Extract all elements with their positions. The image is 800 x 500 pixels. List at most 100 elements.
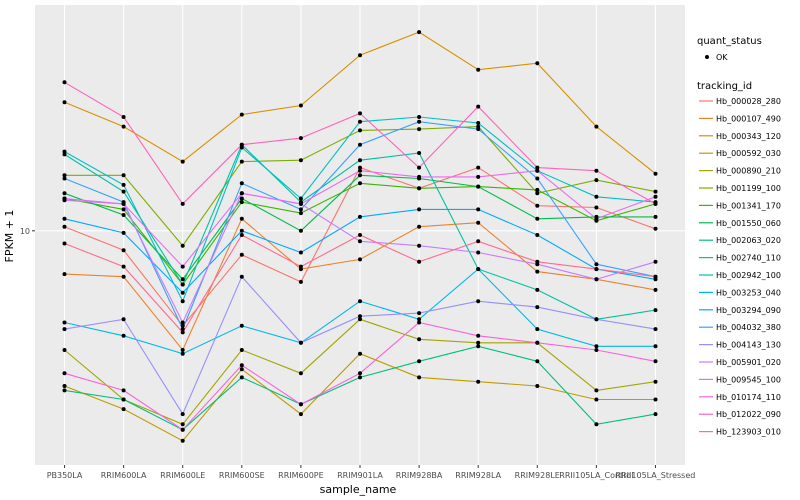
data-point-Hb_002942_100 bbox=[121, 182, 126, 187]
data-point-Hb_003253_040 bbox=[417, 317, 422, 322]
data-point-Hb_001550_060 bbox=[358, 173, 362, 178]
data-point-Hb_123903_010 bbox=[653, 274, 658, 279]
data-point-Hb_000592_030 bbox=[358, 351, 362, 356]
point-legend-title: quant_status bbox=[697, 36, 762, 47]
x-tick-label: PB350LA bbox=[47, 471, 83, 480]
data-point-Hb_000343_120 bbox=[239, 112, 244, 117]
data-point-Hb_003253_040 bbox=[62, 320, 67, 325]
data-point-Hb_010174_110 bbox=[594, 348, 599, 352]
data-point-Hb_003294_090 bbox=[180, 290, 185, 295]
data-point-Hb_002942_100 bbox=[417, 115, 422, 119]
data-point-Hb_012022_090 bbox=[121, 115, 126, 119]
legend-label-Hb_000592_030: Hb_000592_030 bbox=[716, 149, 781, 158]
x-axis-title: sample_name bbox=[320, 483, 397, 496]
data-point-Hb_004143_130 bbox=[476, 299, 481, 304]
data-point-Hb_000592_030 bbox=[535, 384, 540, 388]
data-point-Hb_001199_100 bbox=[121, 173, 126, 178]
data-point-Hb_002740_110 bbox=[121, 189, 126, 194]
data-point-Hb_010174_110 bbox=[298, 402, 303, 407]
data-point-Hb_005901_020 bbox=[358, 239, 362, 244]
data-point-Hb_001199_100 bbox=[358, 128, 362, 133]
data-point-Hb_003253_040 bbox=[476, 267, 481, 272]
data-point-Hb_001199_100 bbox=[535, 191, 540, 196]
legend-label-Hb_012022_090: Hb_012022_090 bbox=[716, 410, 781, 419]
data-point-Hb_009545_100 bbox=[62, 196, 67, 201]
x-tick-label: RRIM928LA bbox=[455, 471, 501, 480]
data-point-Hb_000107_490 bbox=[417, 224, 422, 229]
data-point-Hb_001341_170 bbox=[298, 211, 303, 216]
data-point-Hb_003253_040 bbox=[653, 344, 658, 349]
legend-label-Hb_000028_280: Hb_000028_280 bbox=[716, 97, 781, 106]
data-point-Hb_004143_130 bbox=[298, 340, 303, 345]
legend-label-Hb_000343_120: Hb_000343_120 bbox=[716, 132, 781, 141]
legend-label-Hb_004143_130: Hb_004143_130 bbox=[716, 341, 781, 350]
data-point-Hb_000592_030 bbox=[653, 397, 658, 402]
data-point-Hb_002063_020 bbox=[476, 344, 481, 349]
data-point-Hb_000592_030 bbox=[239, 367, 244, 372]
data-point-Hb_005901_020 bbox=[476, 250, 481, 255]
data-point-Hb_005901_020 bbox=[180, 320, 185, 325]
data-point-Hb_000107_490 bbox=[476, 220, 481, 225]
data-point-Hb_004143_130 bbox=[535, 305, 540, 310]
data-point-Hb_002942_100 bbox=[239, 145, 244, 150]
data-point-Hb_000890_210 bbox=[180, 422, 185, 427]
data-point-Hb_001550_060 bbox=[535, 216, 540, 221]
data-point-Hb_000107_490 bbox=[239, 216, 244, 221]
data-point-Hb_000107_490 bbox=[62, 272, 67, 277]
data-point-Hb_002063_020 bbox=[358, 375, 362, 380]
data-point-Hb_000028_280 bbox=[476, 165, 481, 170]
data-point-Hb_123903_010 bbox=[62, 241, 67, 246]
data-point-Hb_012022_090 bbox=[417, 165, 422, 170]
data-point-Hb_123903_010 bbox=[417, 259, 422, 264]
data-point-Hb_003253_040 bbox=[594, 344, 599, 349]
data-point-Hb_002740_110 bbox=[653, 308, 658, 313]
data-point-Hb_005901_020 bbox=[594, 277, 599, 282]
data-point-Hb_000107_490 bbox=[180, 348, 185, 352]
data-point-Hb_009545_100 bbox=[417, 174, 422, 179]
data-point-Hb_000592_030 bbox=[476, 379, 481, 384]
data-point-Hb_001341_170 bbox=[358, 181, 362, 186]
legend-label-Hb_003294_090: Hb_003294_090 bbox=[716, 306, 781, 315]
data-point-Hb_009545_100 bbox=[476, 174, 481, 179]
data-point-Hb_004143_130 bbox=[180, 412, 185, 417]
data-point-Hb_000028_280 bbox=[653, 226, 658, 231]
data-point-Hb_123903_010 bbox=[121, 264, 126, 269]
data-point-Hb_003294_090 bbox=[358, 214, 362, 219]
data-point-Hb_002740_110 bbox=[417, 151, 422, 155]
data-point-Hb_002740_110 bbox=[358, 158, 362, 163]
data-point-Hb_010174_110 bbox=[358, 371, 362, 376]
y-axis: 10 bbox=[20, 227, 35, 236]
legend-label-Hb_005901_020: Hb_005901_020 bbox=[716, 358, 781, 367]
point-legend-key bbox=[705, 55, 709, 59]
data-point-Hb_004032_380 bbox=[535, 176, 540, 181]
data-point-Hb_003253_040 bbox=[180, 351, 185, 356]
data-point-Hb_004032_380 bbox=[594, 262, 599, 267]
legend-label-Hb_010174_110: Hb_010174_110 bbox=[716, 393, 781, 402]
data-point-Hb_004143_130 bbox=[417, 311, 422, 316]
data-point-Hb_001199_100 bbox=[653, 189, 658, 194]
data-point-Hb_012022_090 bbox=[180, 201, 185, 206]
data-point-Hb_012022_090 bbox=[298, 136, 303, 141]
data-point-Hb_003294_090 bbox=[417, 207, 422, 212]
data-point-Hb_010174_110 bbox=[180, 427, 185, 432]
data-point-Hb_012022_090 bbox=[594, 168, 599, 173]
data-point-Hb_002063_020 bbox=[62, 388, 67, 393]
data-point-Hb_000592_030 bbox=[62, 384, 67, 388]
data-point-Hb_002740_110 bbox=[62, 152, 67, 157]
data-point-Hb_012022_090 bbox=[239, 142, 244, 147]
data-point-Hb_012022_090 bbox=[653, 201, 658, 206]
series-legend-title: tracking_id bbox=[697, 81, 752, 92]
data-point-Hb_001550_060 bbox=[121, 213, 126, 217]
data-point-Hb_002063_020 bbox=[653, 412, 658, 417]
data-point-Hb_003253_040 bbox=[535, 327, 540, 332]
legend-label-Hb_000107_490: Hb_000107_490 bbox=[716, 114, 781, 123]
data-point-Hb_000343_120 bbox=[62, 100, 67, 105]
data-point-Hb_000890_210 bbox=[653, 379, 658, 384]
data-point-Hb_000592_030 bbox=[180, 438, 185, 443]
data-point-Hb_001550_060 bbox=[62, 191, 67, 196]
data-point-Hb_000028_280 bbox=[180, 323, 185, 328]
y-tick-label: 10 bbox=[20, 227, 30, 236]
data-point-Hb_000343_120 bbox=[417, 30, 422, 35]
data-point-Hb_000592_030 bbox=[121, 407, 126, 412]
legend-label-Hb_003253_040: Hb_003253_040 bbox=[716, 288, 781, 297]
